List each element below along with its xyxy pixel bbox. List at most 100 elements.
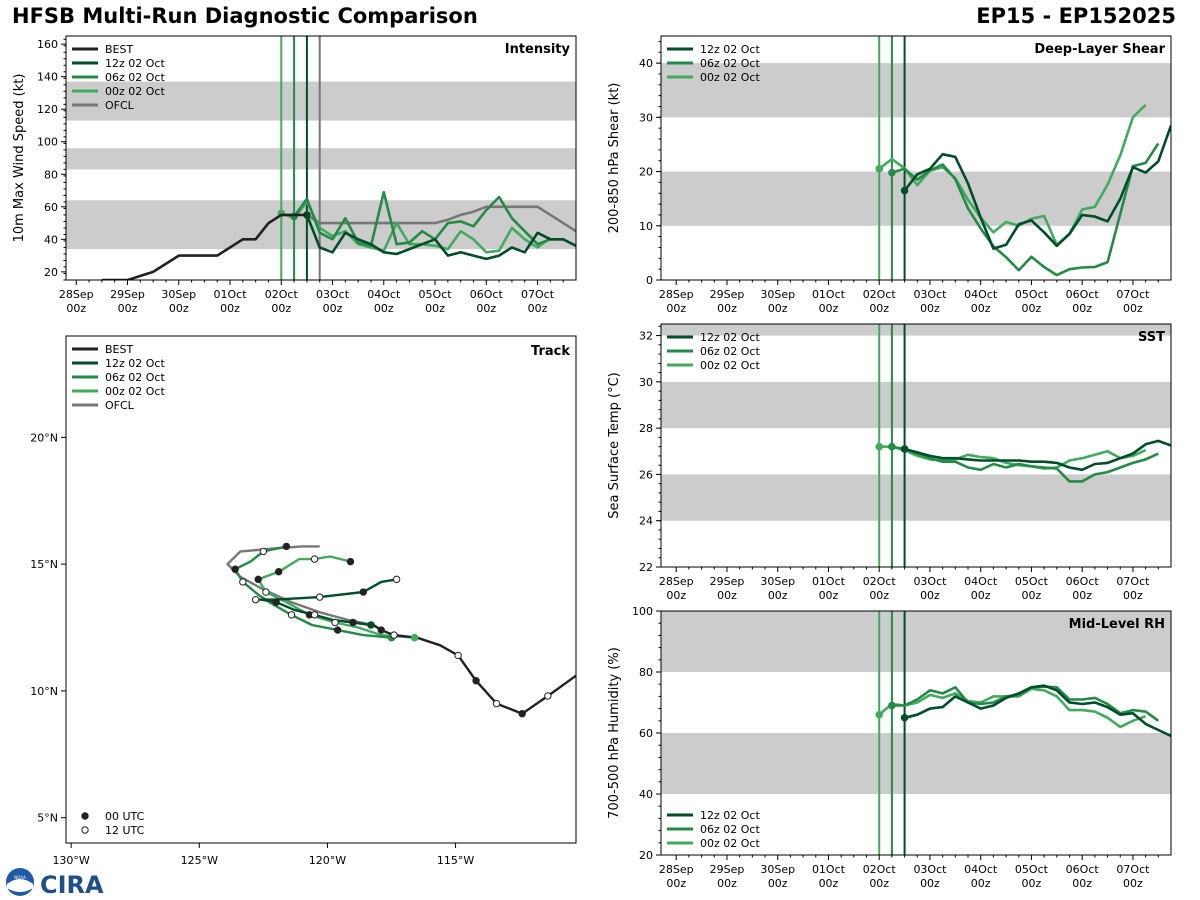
x-tick-label-hour: 00z	[220, 302, 240, 315]
x-tick-label-date: 05Oct	[1015, 863, 1049, 876]
series-start-marker-run00z	[875, 442, 884, 451]
x-tick-label-date: 03Oct	[913, 863, 947, 876]
y-tick-label: 20°N	[30, 431, 58, 444]
series-line-run06z	[891, 445, 1159, 483]
legend-label-run12z: 12z 02 Oct	[105, 57, 165, 70]
x-tick-label-date: 02Oct	[863, 863, 897, 876]
y-tick-label: 40	[44, 233, 58, 246]
x-tick-label-date: 04Oct	[964, 575, 998, 588]
threshold-band	[661, 63, 1171, 118]
legend-label-run06z: 06z 02 Oct	[700, 823, 760, 836]
track-marker-12utc	[492, 699, 501, 708]
legend-label-run06z: 06z 02 Oct	[105, 371, 165, 384]
track-marker-00utc	[275, 568, 283, 576]
rh-title: Mid-Level RH	[1069, 617, 1165, 632]
threshold-band	[661, 611, 1171, 672]
track-marker-00utc	[346, 557, 355, 566]
track-marker-12utc	[331, 618, 339, 627]
x-tick-label-hour: 00z	[717, 877, 737, 890]
series-start-marker-run06z	[888, 168, 896, 177]
x-tick-label-hour: 00z	[1072, 302, 1092, 315]
shear-plot-area	[661, 36, 1171, 280]
marker-legend-12utc	[81, 826, 89, 834]
marker-legend-label: 00 UTC	[105, 810, 145, 823]
series-line-run00z	[879, 445, 1147, 470]
x-tick-label-date: 29Sep	[710, 575, 745, 588]
x-tick-label-date: 02Oct	[863, 288, 897, 301]
x-tick-label-date: 06Oct	[1066, 288, 1100, 301]
track-marker-12utc	[251, 595, 260, 604]
storm-id: EP15 - EP152025	[976, 4, 1176, 28]
track-panel: 130°W 125°W 120°W 115°W 5°N 10°N 15°N 20°N Track…	[30, 335, 577, 867]
legend-label-best: BEST	[105, 343, 133, 356]
x-tick-label-date: 05Oct	[1015, 288, 1049, 301]
x-tick-label-date: 29Sep	[110, 288, 145, 301]
noaa-logo-text: NOAA	[14, 875, 26, 880]
y-tick-label: 80	[639, 666, 653, 679]
intensity-frame	[65, 35, 577, 281]
legend-label-run06z: 06z 02 Oct	[105, 71, 165, 84]
x-tick-label-hour: 00z	[971, 589, 991, 602]
cira-logo-text: CIRA	[40, 871, 104, 898]
x-tick-label: 120°W	[309, 854, 346, 867]
y-tick-label: 100	[37, 136, 58, 149]
legend-label-ofcl: OFCL	[105, 99, 135, 112]
x-tick-label-hour: 00z	[768, 877, 788, 890]
x-tick-label-date: 03Oct	[913, 288, 947, 301]
series-start-marker-run06z	[888, 701, 896, 710]
y-tick-label: 22	[639, 561, 653, 574]
x-tick-label-date: 02Oct	[265, 288, 299, 301]
noaa-wave	[7, 879, 33, 892]
track-marker-00utc	[518, 710, 526, 718]
legend-label-run00z: 00z 02 Oct	[105, 85, 165, 98]
intensity-panel: 2040608010012014016028Sep00z29Sep00z30Se…	[12, 35, 577, 315]
x-tick-label-date: 30Sep	[760, 575, 795, 588]
track-marker-12utc	[310, 555, 319, 563]
series-line-run00z	[878, 103, 1147, 247]
x-tick-label-hour: 00z	[374, 302, 394, 315]
series-line-run12z	[305, 214, 576, 261]
x-tick-label-hour: 00z	[1022, 302, 1042, 315]
series-line-run12z	[903, 125, 1171, 250]
x-tick-label-date: 06Oct	[470, 288, 504, 301]
series-line-ofcl	[306, 205, 576, 233]
y-tick-label: 30	[639, 376, 653, 389]
x-tick-label: 115°W	[437, 854, 474, 867]
y-tick-label: 28	[639, 422, 653, 435]
x-tick-label-hour: 00z	[169, 302, 189, 315]
track-marker-12utc	[287, 611, 296, 619]
y-tick-label: 20	[639, 166, 653, 179]
track-marker-12utc	[262, 588, 270, 596]
x-tick-label-hour: 00z	[920, 877, 940, 890]
x-tick-label-hour: 00z	[1022, 877, 1042, 890]
legend-label-run06z: 06z 02 Oct	[700, 57, 760, 70]
series-line-run12z	[904, 439, 1171, 472]
x-tick-label-hour: 00z	[768, 589, 788, 602]
track-marker-00utc	[359, 588, 367, 596]
x-tick-label-date: 07Oct	[1116, 575, 1150, 588]
track-start-marker-run00z	[410, 633, 419, 642]
track-marker-12utc	[390, 631, 398, 639]
threshold-band	[661, 171, 1171, 226]
rh-panel: 2040608010028Sep00z29Sep00z30Sep00z01Oct…	[607, 605, 1172, 890]
y-tick-label: 10°N	[30, 685, 58, 698]
series-line-run06z	[293, 190, 564, 248]
y-tick-label: 120	[37, 103, 58, 116]
x-tick-label-date: 07Oct	[1116, 288, 1150, 301]
y-tick-label: 60	[44, 201, 58, 214]
x-tick-label-hour: 00z	[1072, 589, 1092, 602]
track-plot-area	[226, 542, 576, 718]
threshold-band	[66, 81, 576, 121]
x-tick-label-hour: 00z	[476, 302, 496, 315]
legend-label-ofcl: OFCL	[105, 399, 135, 412]
intensity-title: Intensity	[505, 42, 571, 57]
intensity-plot-area	[66, 36, 576, 280]
x-tick-label-hour: 00z	[717, 589, 737, 602]
x-tick-label-date: 06Oct	[1066, 575, 1100, 588]
